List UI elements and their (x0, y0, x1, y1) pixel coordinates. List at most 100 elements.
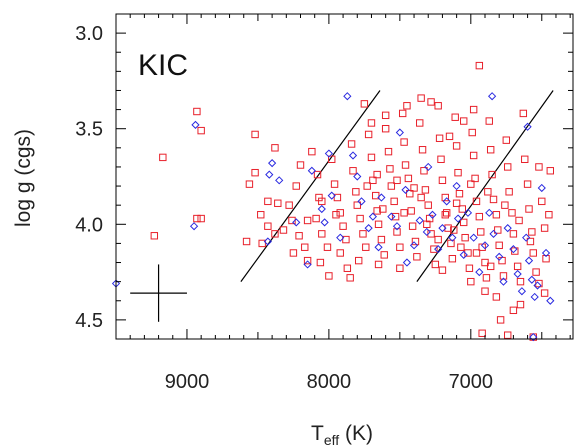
square-point (380, 251, 388, 259)
square-point (465, 264, 474, 272)
square-point (532, 268, 540, 276)
x-tick-label: 9000 (165, 371, 210, 393)
square-point (469, 151, 478, 160)
diamond-point (438, 224, 447, 233)
square-point (508, 209, 516, 217)
square-point (424, 201, 432, 209)
square-point (515, 216, 523, 225)
boundary-line (240, 90, 381, 283)
diamond-point (469, 233, 478, 242)
diamond-point (317, 204, 326, 214)
square-point (492, 293, 501, 301)
square-point (451, 113, 459, 121)
square-point (400, 138, 408, 146)
square-point (374, 220, 383, 228)
square-point (416, 119, 424, 127)
diamond-point (517, 287, 527, 296)
x-axis-label-suffix: (K) (339, 422, 373, 445)
square-point (478, 329, 486, 337)
square-point (330, 180, 339, 188)
square-point (484, 188, 492, 196)
square-point (495, 241, 503, 250)
square-point (417, 193, 425, 202)
square-point (271, 144, 279, 152)
square-point (197, 214, 205, 223)
square-point (411, 237, 420, 246)
diamond-point (529, 332, 538, 342)
square-point (386, 165, 394, 173)
square-point (467, 180, 475, 188)
square-point (407, 207, 415, 215)
square-point (454, 168, 462, 177)
square-point (413, 253, 421, 261)
square-point (481, 287, 489, 295)
square-point (509, 230, 518, 238)
square-point (374, 260, 383, 269)
boundary-line (416, 90, 554, 282)
square-point (318, 230, 326, 238)
ticks: 9000 8000 7000 3.0 3.5 4.0 4.5 (75, 14, 573, 393)
square-point (349, 167, 357, 175)
square-point (373, 207, 381, 215)
diamond-point (524, 256, 534, 265)
diamond-point (392, 222, 402, 231)
diamond-point (523, 122, 532, 131)
square-point (471, 174, 479, 183)
square-point (285, 201, 293, 209)
square-point (318, 197, 326, 206)
square-point (523, 180, 532, 188)
diamond-point (191, 120, 200, 129)
square-point (404, 174, 413, 183)
y-tick-label: 3.5 (75, 119, 103, 141)
square-point (292, 182, 300, 190)
diamond-point (401, 185, 410, 194)
square-point (438, 176, 447, 185)
x-axis-label-sub: eff (324, 432, 339, 448)
square-point (336, 209, 344, 217)
square-point (457, 243, 465, 251)
diamond-point (357, 197, 366, 206)
diamond-point (368, 212, 377, 221)
square-point (193, 214, 201, 223)
square-point (472, 249, 481, 257)
square-point (482, 274, 491, 282)
square-point (546, 167, 554, 175)
square-point (363, 182, 371, 190)
square-point (498, 256, 506, 265)
square-point (469, 105, 478, 114)
diamond-point (395, 128, 404, 137)
diamond-point (503, 224, 512, 233)
diamond-point (307, 166, 316, 175)
square-point (336, 249, 344, 257)
square-point (478, 243, 486, 251)
diamond-point (292, 218, 301, 227)
diamond-point (402, 258, 412, 267)
square-point (251, 168, 259, 177)
x-axis-label: Teff (K) (311, 422, 373, 448)
square-point (420, 167, 428, 175)
diamond-point (448, 233, 457, 242)
square-point (529, 249, 537, 257)
square-point (379, 205, 387, 213)
diamond-point (452, 181, 461, 191)
square-point (452, 142, 461, 150)
square-point (492, 211, 501, 219)
square-point (274, 199, 282, 207)
diamond-point (546, 296, 555, 305)
square-point (499, 272, 508, 280)
square-point (403, 102, 411, 110)
diamond-point (541, 248, 551, 258)
square-point (417, 94, 425, 102)
square-point (535, 163, 543, 171)
square-point (481, 258, 489, 267)
square-point (441, 193, 449, 202)
square-point (496, 316, 505, 324)
diamond-point (475, 267, 484, 277)
diamond-point (422, 227, 431, 237)
square-point (342, 235, 350, 244)
square-point (359, 230, 367, 238)
square-point (347, 140, 356, 148)
square-point (296, 161, 305, 169)
square-point (393, 176, 401, 185)
